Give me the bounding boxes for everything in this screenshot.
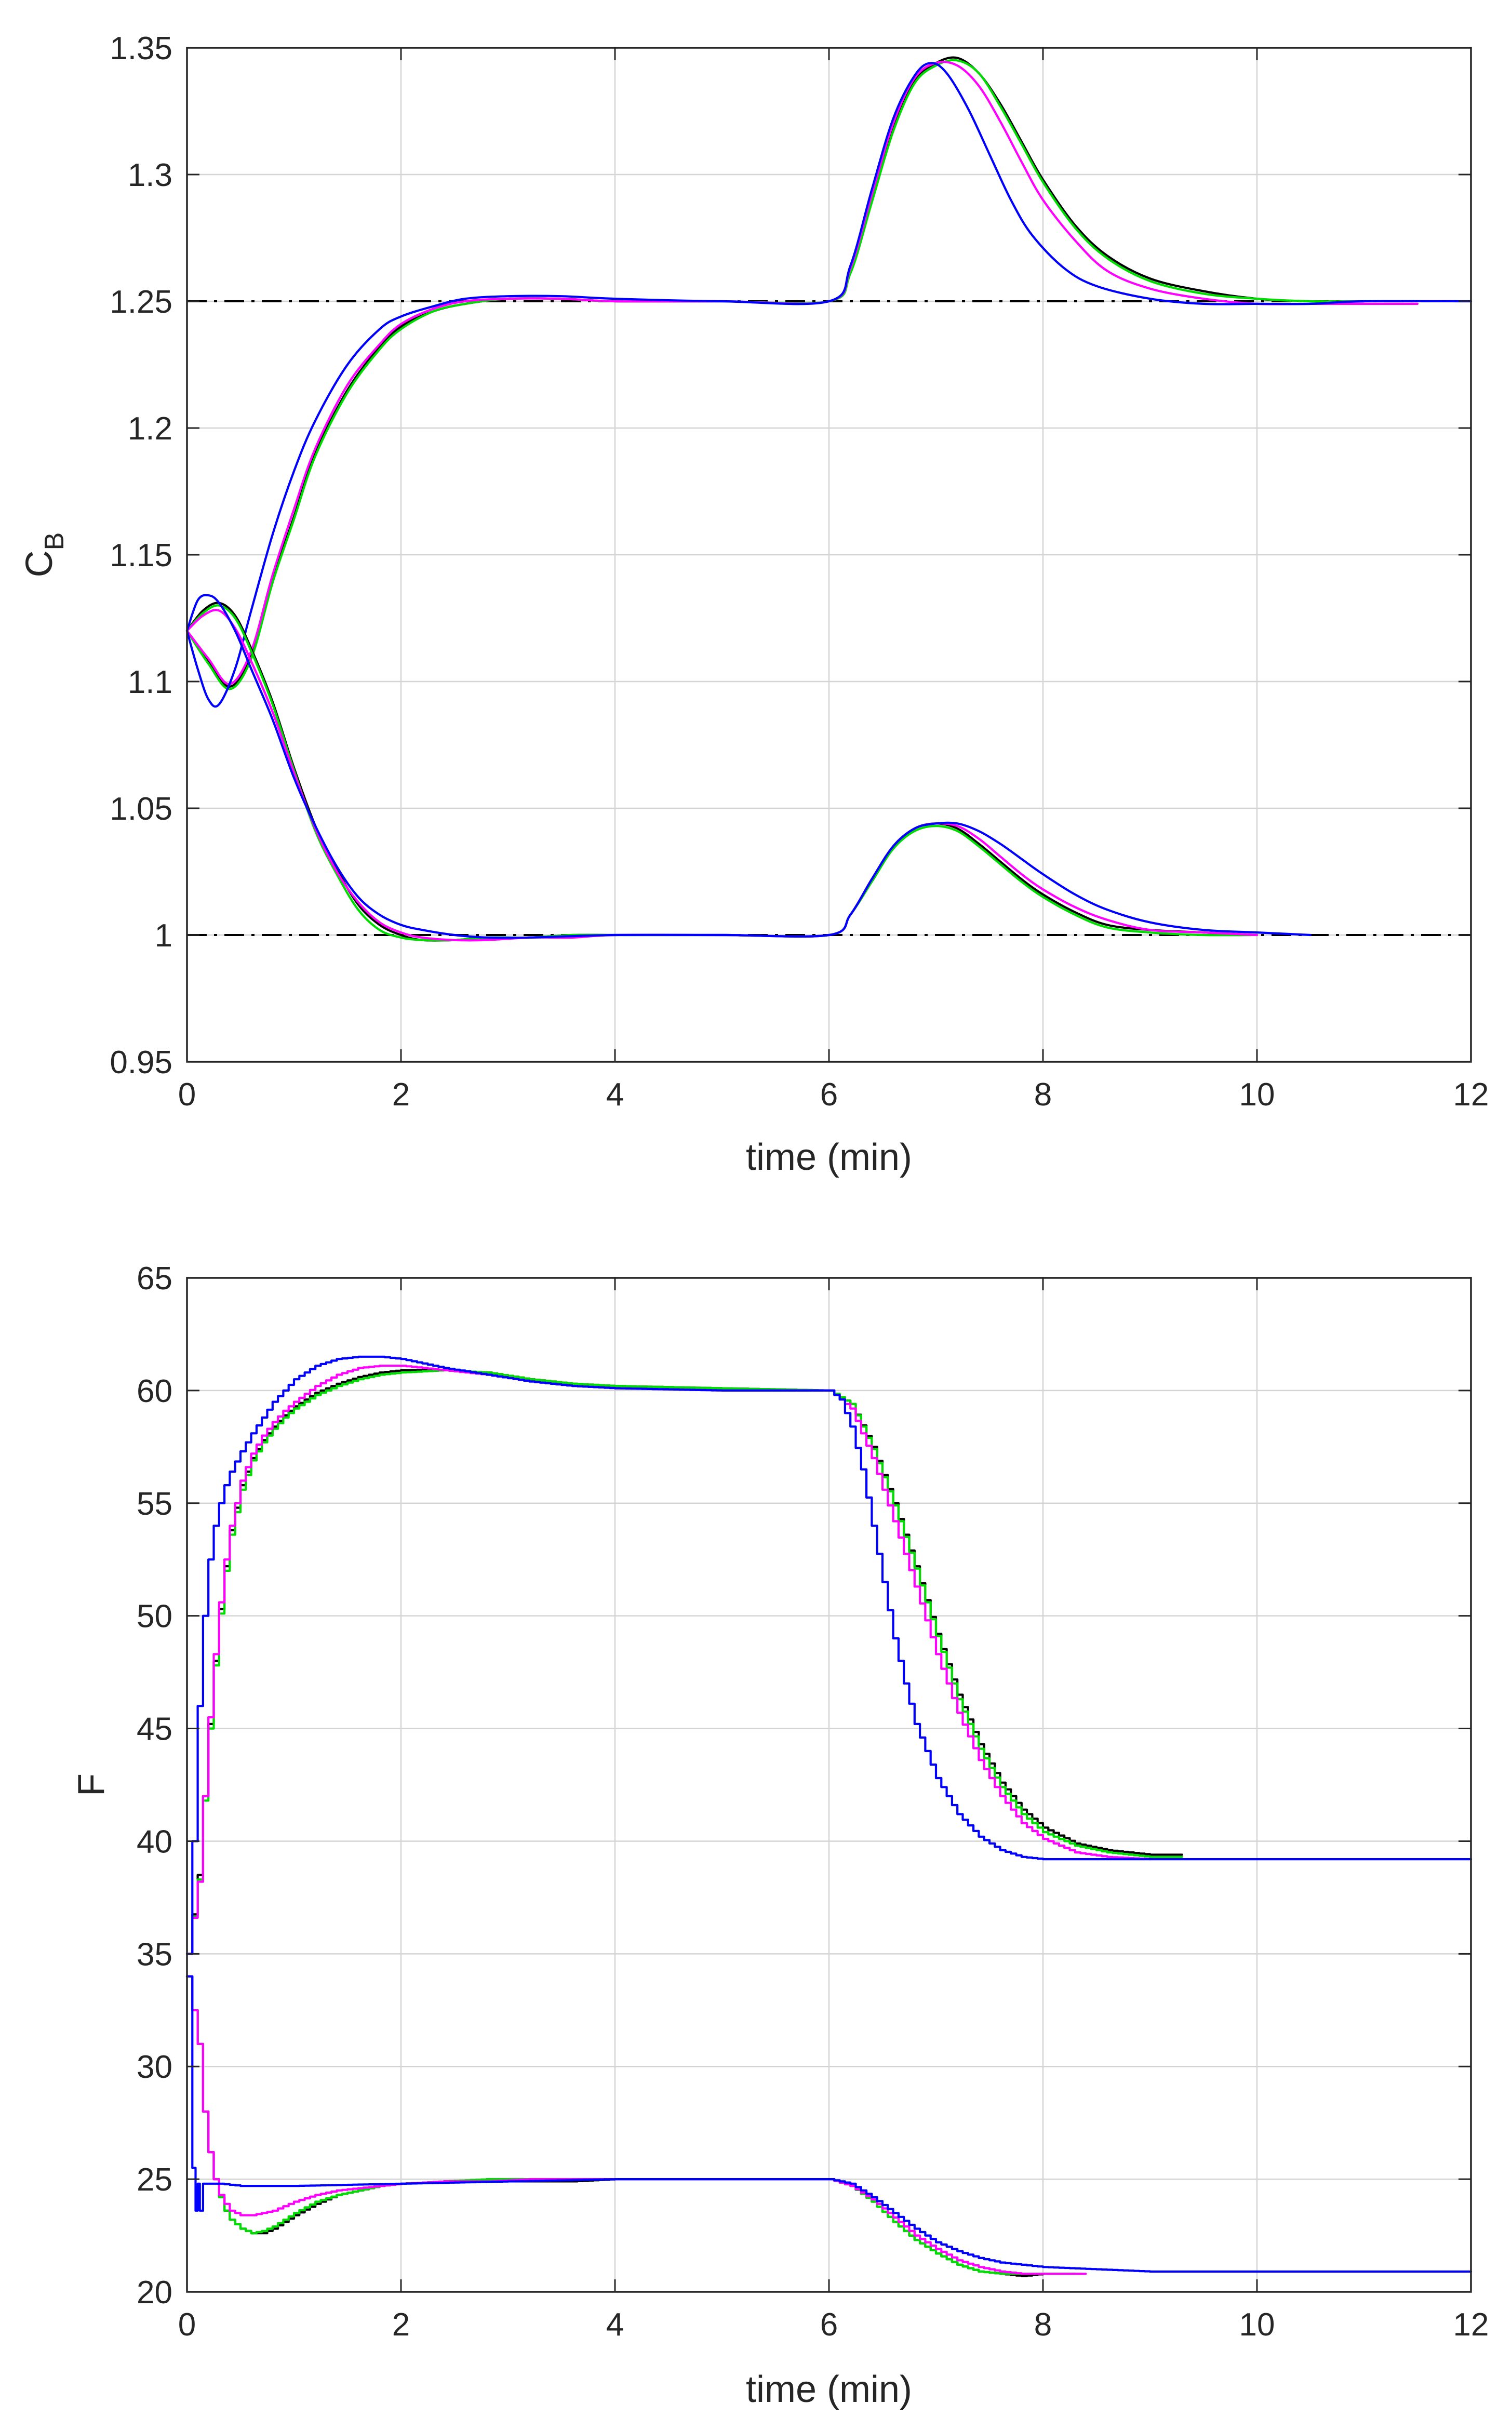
- cb-ytick-label: 1.05: [110, 791, 172, 827]
- f-xtick-label: 0: [178, 2307, 196, 2343]
- cb-ytick-label: 1.2: [128, 411, 172, 447]
- f-ytick-label: 30: [137, 2049, 172, 2085]
- cb-ylabel-main: C: [19, 550, 60, 577]
- f-xtick-label: 10: [1239, 2307, 1275, 2343]
- f-ytick-label: 35: [137, 1937, 172, 1972]
- cb-xlabel: time (min): [746, 1137, 912, 1178]
- cb-xtick-label: 6: [820, 1077, 838, 1113]
- f-ytick-label: 40: [137, 1824, 172, 1860]
- cb-xtick-label: 12: [1453, 1077, 1489, 1113]
- f-xtick-label: 8: [1034, 2307, 1052, 2343]
- f-xtick-label: 12: [1453, 2307, 1489, 2343]
- cb-xtick-label: 2: [392, 1077, 410, 1113]
- cb-series-blue-lower: [185, 594, 1312, 939]
- cb-xtick-label: 0: [178, 1077, 196, 1113]
- cb-series: [185, 56, 1473, 942]
- cb-xtick-label: 8: [1034, 1077, 1052, 1113]
- cb-chart: 0 2 4 6 8 10 120.9511.051.11.151.21.251.31.35 …: [19, 31, 1489, 1178]
- f-xtick-label: 4: [606, 2307, 624, 2343]
- f-ytick-label: 50: [137, 1599, 172, 1635]
- f-xlabel: time (min): [746, 2369, 912, 2410]
- f-xtick-label: 2: [392, 2307, 410, 2343]
- f-chart: 0 2 4 6 8 10 12 20 25 30 35 40 45 50 55 60 65 time (min)…: [71, 1261, 1489, 2410]
- f-series-blue-lower: [185, 1975, 1473, 2273]
- cb-ytick-label: 1.25: [110, 284, 172, 320]
- f-ytick-label: 55: [137, 1486, 172, 1522]
- f-ticks: 0 2 4 6 8 10 12 20 25 30 35 40 45 50 55 60 65: [137, 1261, 1489, 2343]
- cb-ticks: 0 2 4 6 8 10 12 0.95 1 1.05 1.1 1.15 1.2 1.25 1.3 1.35: [110, 31, 1489, 1113]
- cb-ytick-label: 1.3: [128, 157, 172, 193]
- f-ytick-label: 20: [137, 2275, 172, 2311]
- f-series: [185, 1355, 1473, 2277]
- f-ytick-label: 60: [137, 1373, 172, 1409]
- cb-series-blue-upper: [185, 62, 1473, 708]
- cb-ytick-label: 0.95: [110, 1045, 172, 1080]
- f-xtick-label: 6: [820, 2307, 838, 2343]
- f-series-green-upper: [185, 1369, 1183, 1955]
- cb-ytick-label: 1.1: [128, 664, 172, 700]
- cb-ylabel: CB: [19, 532, 70, 578]
- cb-xtick-label: 4: [606, 1077, 624, 1113]
- f-ytick-label: 45: [137, 1712, 172, 1747]
- f-series-blue-upper: [185, 1355, 1473, 1955]
- cb-ylabel-subscript: B: [39, 532, 70, 551]
- cb-ytick-label: 1: [155, 918, 172, 954]
- f-ytick-label: 25: [137, 2162, 172, 2198]
- f-ylabel: F: [71, 1773, 112, 1796]
- cb-ytick-label: 1.35: [110, 31, 172, 66]
- f-ytick-label: 65: [137, 1261, 172, 1297]
- cb-ytick-label: 1.15: [110, 538, 172, 573]
- cb-xtick-label: 10: [1239, 1077, 1275, 1113]
